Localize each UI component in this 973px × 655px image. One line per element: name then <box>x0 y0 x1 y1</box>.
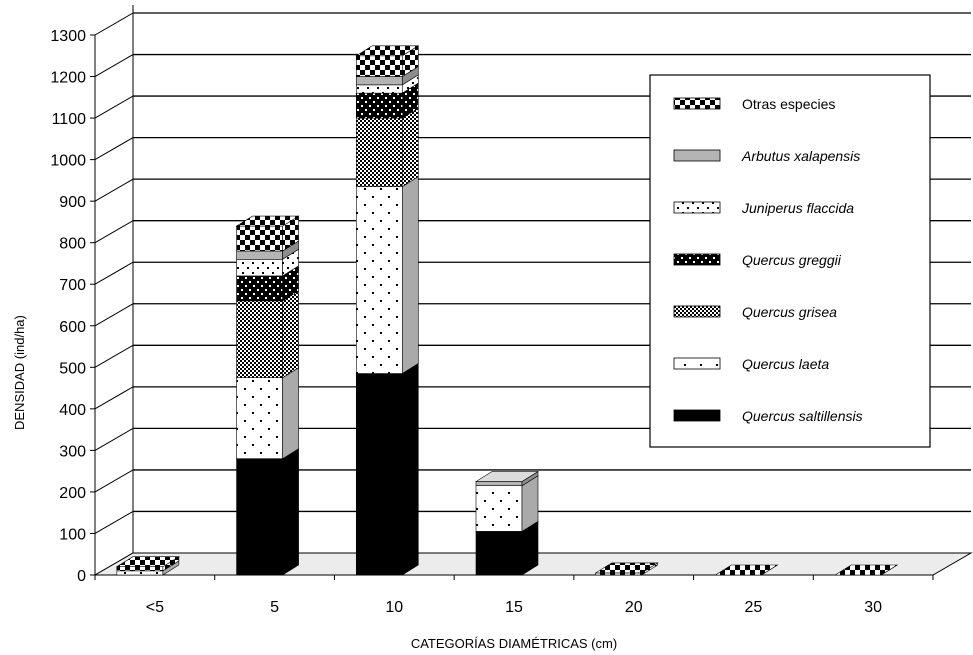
gridline-diagonal <box>94 54 134 77</box>
bar-top <box>355 45 420 57</box>
bar-segment <box>595 572 643 576</box>
bar-segment <box>475 485 523 532</box>
y-tick-label: 0 <box>77 568 86 585</box>
bar-segment <box>355 84 403 94</box>
legend-swatch <box>673 409 721 422</box>
bar-segment <box>355 76 403 86</box>
x-tick-label: 20 <box>625 599 643 616</box>
y-tick-label: 1000 <box>50 153 86 170</box>
bar-top <box>474 471 540 482</box>
bars <box>115 45 899 576</box>
y-tick-label: 300 <box>59 443 86 460</box>
legend-label: Arbutus xalapensis <box>741 148 860 164</box>
y-tick-label: 400 <box>59 402 86 419</box>
legend-label: Quercus laeta <box>742 356 829 372</box>
bar-segment <box>116 566 164 572</box>
y-tick-label: 800 <box>59 236 86 253</box>
bar-segment <box>236 458 283 576</box>
legend-swatch <box>673 149 721 162</box>
bar-segment <box>236 259 283 277</box>
bar-top <box>115 556 180 567</box>
y-tick-label: 1100 <box>52 111 87 128</box>
y-tick-label: 100 <box>59 526 86 543</box>
bar-segment <box>236 225 283 252</box>
legend-swatch <box>673 201 721 214</box>
bar-segment-side <box>282 290 299 379</box>
legend-swatch <box>673 253 721 266</box>
bar-segment <box>355 186 403 374</box>
y-axis-title: DENSIDAD (ind/ha) <box>12 315 27 430</box>
y-tick-label: 700 <box>59 277 86 294</box>
gridline-diagonal <box>94 386 134 410</box>
x-tick-label: 25 <box>745 599 763 616</box>
bar-segment <box>236 250 283 260</box>
y-tick-label: 900 <box>59 194 86 211</box>
legend: Otras especies Arbutus xalapensis Juniperu… <box>649 74 931 448</box>
bar-top <box>235 215 300 227</box>
legend-swatch <box>673 357 721 370</box>
bar-segment-side <box>401 176 419 375</box>
x-tick-label: <5 <box>146 599 164 616</box>
bar-segment-side <box>282 448 299 576</box>
gridline-diagonal <box>94 220 134 244</box>
legend-label: Juniperus flaccida <box>741 200 854 216</box>
gridline-diagonal <box>94 303 134 327</box>
bar-segment-side <box>401 107 419 188</box>
x-tick-label: 30 <box>864 599 882 616</box>
gridline-diagonal <box>94 427 134 451</box>
legend-label: Quercus grisea <box>742 304 837 320</box>
x-tick-label: 5 <box>270 599 279 616</box>
legend-swatch <box>673 305 721 318</box>
y-tick-label: 500 <box>59 360 86 377</box>
legend-label: Otras especies <box>742 96 835 112</box>
bar-segment <box>236 300 283 378</box>
gridline-diagonal <box>94 469 134 493</box>
bar-segment-side <box>282 367 299 460</box>
gridline-diagonal <box>94 137 134 161</box>
bar-segment <box>475 481 523 486</box>
legend-label: Quercus greggii <box>742 252 842 268</box>
bar-top <box>594 562 659 574</box>
y-tick-label: 600 <box>59 319 86 336</box>
bar-segment <box>355 373 403 576</box>
bar-top <box>714 564 779 576</box>
bar-segment-side <box>401 362 419 576</box>
x-tick-label: 15 <box>505 599 523 616</box>
x-axis-title: CATEGORÍAS DIAMÉTRICAS (cm) <box>411 636 617 651</box>
bar-segment <box>236 275 283 302</box>
legend-label: Quercus saltillensis <box>742 408 863 424</box>
bar-segment <box>116 570 164 576</box>
gridline-diagonal <box>94 12 134 36</box>
gridline-diagonal <box>94 344 134 368</box>
gridline-diagonal <box>94 95 134 119</box>
bar-top <box>834 564 899 576</box>
gridline-diagonal <box>94 261 134 285</box>
bar-segment <box>236 377 283 459</box>
legend-swatch <box>673 97 721 110</box>
gridline-diagonal <box>94 511 134 534</box>
bar-segment <box>355 92 403 119</box>
gridline-diagonal <box>94 178 134 202</box>
bar-segment <box>475 531 523 576</box>
y-tick-label: 1300 <box>50 28 86 45</box>
bar-segment <box>355 117 403 187</box>
x-tick-label: 10 <box>385 599 403 616</box>
y-tick-label: 200 <box>59 485 86 502</box>
y-tick-label: 1200 <box>50 70 86 87</box>
bar-segment <box>355 55 403 77</box>
